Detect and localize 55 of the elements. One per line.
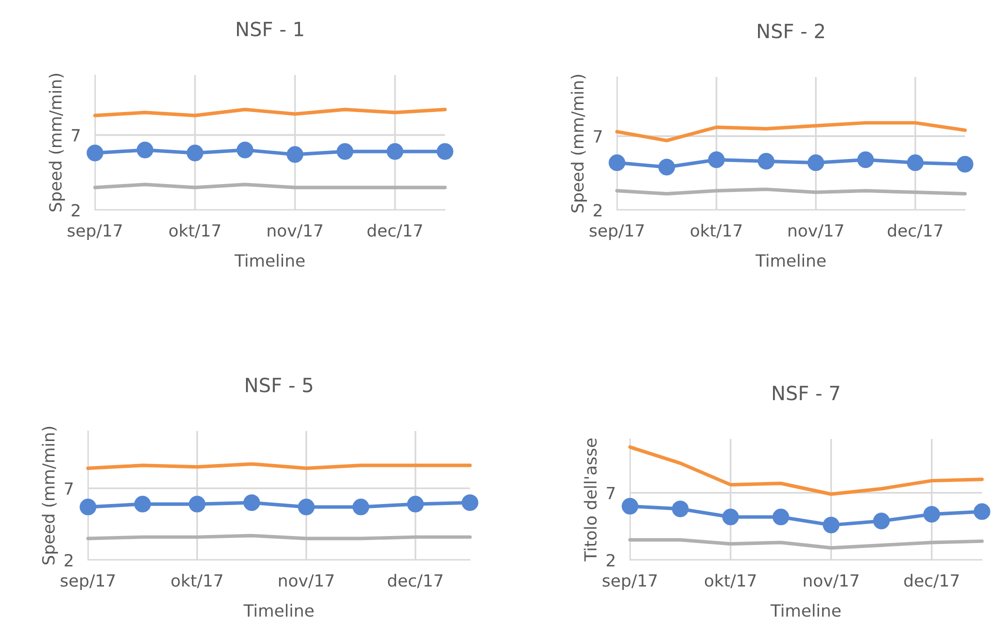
x-axis-title: Timeline <box>770 604 841 617</box>
point <box>808 154 824 172</box>
x-tick-label: dec/17 <box>368 224 422 238</box>
point <box>857 151 874 168</box>
y-tick-label: 7 <box>606 486 615 500</box>
x-tick-label: dec/17 <box>388 574 442 588</box>
y-axis-title: Titolo dell'asse <box>584 438 597 562</box>
point <box>672 500 689 518</box>
x-tick-label: okt/17 <box>171 574 222 588</box>
y-axis-title: Speed (mm/min) <box>42 426 58 564</box>
point <box>658 158 676 176</box>
line-series <box>628 445 984 496</box>
y-tick-label: 2 <box>594 204 602 216</box>
x-tick-label: sep/17 <box>60 574 115 590</box>
x-tick-label: sep/17 <box>602 574 657 590</box>
y-tick-label: 7 <box>594 130 602 142</box>
point <box>772 508 790 526</box>
chart-title: NSF - 2 <box>758 24 824 38</box>
x-tick-label: okt/17 <box>704 574 756 588</box>
x-tick-label: okt/17 <box>690 224 742 238</box>
y-tick-label: 2 <box>72 204 80 216</box>
chart-title: NSF - 5 <box>246 378 312 392</box>
y-tick-label: 2 <box>606 554 614 566</box>
point <box>923 506 940 523</box>
point <box>708 151 725 168</box>
x-tick-label: nov/17 <box>788 224 844 238</box>
x-tick-label: dec/17 <box>888 224 942 238</box>
point <box>622 498 638 515</box>
point <box>906 154 924 172</box>
x-axis-title: Timeline <box>244 604 314 617</box>
point <box>956 156 974 173</box>
x-tick-label: nov/17 <box>804 574 858 588</box>
point <box>974 503 990 520</box>
y-axis-title: Speed (mm/min) <box>570 74 587 212</box>
point <box>822 516 840 534</box>
x-tick-label: okt/17 <box>169 224 220 238</box>
y-axis-title: Speed (mm/min) <box>48 74 65 212</box>
x-tick-label: nov/17 <box>279 574 334 588</box>
y-tick-label: 7 <box>72 129 80 142</box>
x-tick-label: sep/17 <box>590 224 644 240</box>
x-axis-title: Timeline <box>234 254 305 267</box>
y-tick-label: 2 <box>64 554 72 566</box>
point <box>722 508 739 526</box>
x-tick-label: nov/17 <box>268 224 322 238</box>
chart-title: NSF - 1 <box>237 22 304 36</box>
point <box>873 512 890 530</box>
chart-title: NSF - 7 <box>773 386 840 400</box>
x-tick-label: dec/17 <box>904 574 959 588</box>
x-axis-title: Timeline <box>756 254 826 267</box>
x-tick-label: sep/17 <box>68 224 122 240</box>
line-series <box>615 121 967 142</box>
line-series <box>628 538 984 550</box>
point <box>758 152 774 170</box>
point <box>608 154 626 172</box>
y-tick-label: 7 <box>64 482 73 495</box>
